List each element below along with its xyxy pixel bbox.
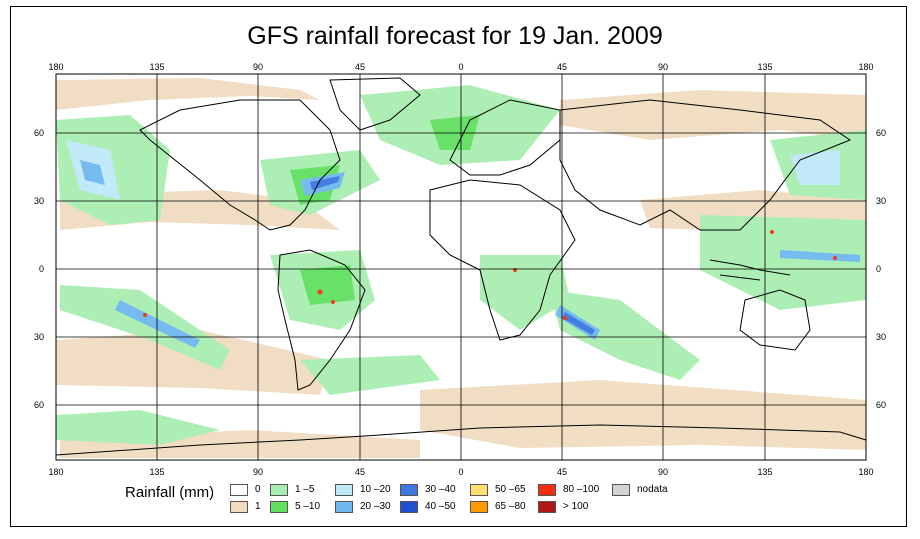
- indonesia-outline: [709, 259, 791, 281]
- legend-label-4: 10 –20: [360, 484, 391, 495]
- lon-label: 90: [658, 467, 668, 477]
- lat-label: 0: [876, 264, 881, 274]
- legend-swatch-3: [270, 501, 288, 513]
- rain-area-30-40mm: [562, 312, 595, 335]
- lat-label: 30: [34, 196, 44, 206]
- legend-label-8: 50 –65: [495, 484, 526, 495]
- lon-label: 45: [355, 62, 365, 72]
- legend-label-7: 40 –50: [425, 501, 456, 512]
- legend-swatch-10: [538, 484, 556, 496]
- lon-label: 135: [757, 467, 772, 477]
- lat-label: 60: [876, 400, 886, 410]
- south-america-outline: [277, 249, 366, 391]
- legend-label-2: 1 –5: [295, 484, 315, 495]
- page-title: GFS rainfall forecast for 19 Jan. 2009: [247, 22, 663, 50]
- lon-label: 135: [149, 467, 164, 477]
- lat-label: 30: [34, 332, 44, 342]
- legend-swatch-2: [270, 484, 288, 496]
- lon-label: 90: [658, 62, 668, 72]
- rain-area-30-40mm: [310, 176, 340, 190]
- lat-label: 0: [39, 264, 44, 274]
- legend-label-11: > 100: [563, 501, 589, 512]
- rain-area-80-100mm: [833, 256, 837, 260]
- rain-area-80-100mm: [770, 230, 774, 234]
- lon-label: 135: [757, 62, 772, 72]
- rain-area-20-30mm: [115, 300, 200, 348]
- lon-label: 180: [48, 467, 63, 477]
- legend-label-9: 65 –80: [495, 501, 526, 512]
- rain-area-20-30mm: [780, 250, 860, 262]
- legend-label-10: 80 –100: [563, 484, 600, 495]
- map-border: [55, 73, 867, 461]
- legend-swatch-6: [400, 484, 418, 496]
- lat-label: 60: [34, 128, 44, 138]
- lat-labels-right: 60 30 0 30 60: [876, 128, 886, 410]
- lon-label: 0: [458, 62, 463, 72]
- legend-swatch-4: [335, 484, 353, 496]
- coastlines: [55, 77, 867, 456]
- rain-area-1mm: [420, 380, 866, 450]
- africa-outline: [429, 179, 576, 341]
- lon-label: 45: [355, 467, 365, 477]
- lat-label: 30: [876, 196, 886, 206]
- rain-area-1-5mm: [60, 285, 230, 370]
- lon-label: 0: [458, 467, 463, 477]
- rain-area-5-10mm: [300, 265, 355, 305]
- rain-area-1-5mm: [700, 215, 866, 310]
- lon-label: 45: [557, 467, 567, 477]
- legend-title: Rainfall (mm): [125, 484, 215, 501]
- legend-swatch-12: [612, 484, 630, 496]
- lon-label: 135: [149, 62, 164, 72]
- rainfall-field: [56, 78, 866, 458]
- lat-labels-left: 60 30 0 30 60: [34, 128, 44, 410]
- rain-area-80-100mm: [331, 300, 335, 304]
- rain-area-1-5mm: [480, 255, 570, 330]
- rain-area-1-5mm: [300, 355, 440, 395]
- rain-area-1-5mm: [550, 290, 700, 380]
- rain-area-80-100mm: [317, 289, 323, 295]
- north-america-outline: [139, 99, 341, 231]
- lon-label: 180: [858, 62, 873, 72]
- rain-area-1mm: [560, 90, 866, 140]
- rain-area-80-100mm: [563, 316, 567, 320]
- legend-label-0: 0: [255, 484, 261, 495]
- lon-label: 90: [253, 467, 263, 477]
- lon-labels-bottom: 180 135 90 45 0 45 90 135 180: [48, 467, 873, 477]
- legend-swatch-0: [230, 484, 248, 496]
- lon-labels-top: 180 135 90 45 0 45 90 135 180: [48, 62, 873, 72]
- lon-label: 180: [858, 467, 873, 477]
- legend-swatch-9: [470, 501, 488, 513]
- rain-area-1-5mm: [56, 410, 220, 445]
- lat-label: 60: [876, 128, 886, 138]
- legend-label-1: 1: [255, 501, 261, 512]
- legend-label-6: 30 –40: [425, 484, 456, 495]
- legend-swatch-7: [400, 501, 418, 513]
- rain-area-20-30mm: [80, 160, 105, 185]
- legend-swatch-1: [230, 501, 248, 513]
- asia-outline: [559, 99, 852, 231]
- rain-area-1mm: [56, 330, 330, 395]
- lat-label: 30: [876, 332, 886, 342]
- legend-swatch-5: [335, 501, 353, 513]
- lat-label: 60: [34, 400, 44, 410]
- antarctica-outline: [55, 424, 867, 456]
- greenland-outline: [329, 77, 421, 131]
- lon-label: 45: [557, 62, 567, 72]
- rain-area-80-100mm: [143, 313, 147, 317]
- legend-label-5: 20 –30: [360, 501, 391, 512]
- rain-area-1mm: [56, 78, 320, 110]
- legend-label-3: 5 –10: [295, 501, 321, 512]
- lon-label: 90: [253, 62, 263, 72]
- rain-area-5-10mm: [430, 115, 480, 150]
- legend-label-12: nodata: [637, 484, 668, 495]
- legend-swatch-11: [538, 501, 556, 513]
- legend-swatch-8: [470, 484, 488, 496]
- lon-label: 180: [48, 62, 63, 72]
- australia-outline: [739, 289, 811, 351]
